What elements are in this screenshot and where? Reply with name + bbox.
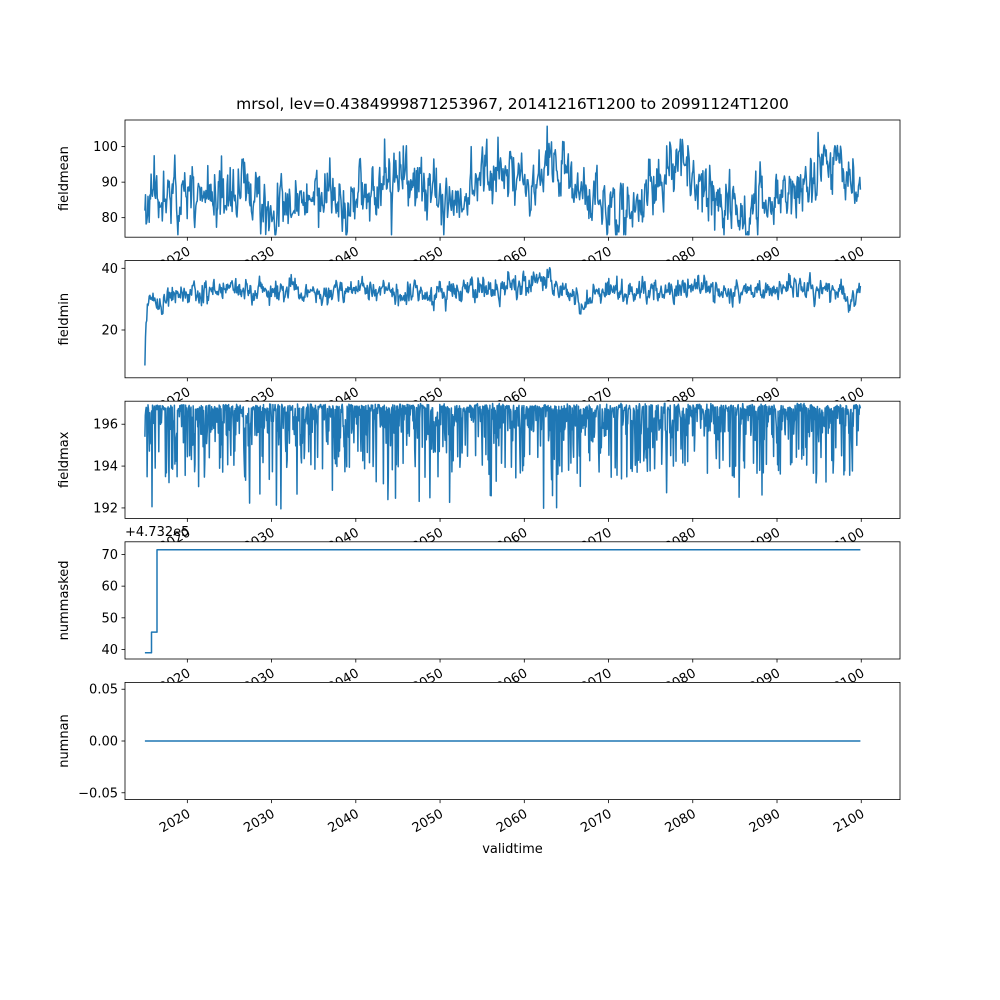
y-tick-label: 100 xyxy=(93,140,118,155)
series-line-fieldmax xyxy=(144,402,862,510)
y-tick-label: 90 xyxy=(101,176,118,191)
axes-frame xyxy=(124,541,901,660)
y-tick-label: 194 xyxy=(93,460,118,475)
y-tick-label: 80 xyxy=(101,211,118,226)
y-tick-label: 20 xyxy=(101,323,118,338)
y-axis-title: fieldmean xyxy=(57,146,72,211)
x-tick-label: 2080 xyxy=(663,807,699,837)
x-tick-label: 2050 xyxy=(410,807,446,837)
y-axis-title: nummasked xyxy=(57,560,72,640)
x-tick-label: 2090 xyxy=(747,807,783,837)
y-tick-label: 70 xyxy=(101,548,118,563)
x-axis-label: validtime xyxy=(482,842,543,857)
x-tick-label: 2020 xyxy=(157,807,193,837)
y-tick-label: 192 xyxy=(93,501,118,516)
x-tick-label: 2030 xyxy=(241,807,277,837)
y-tick-label: −0.05 xyxy=(78,786,118,801)
y-tick-label: 196 xyxy=(93,418,118,433)
y-tick-label: 40 xyxy=(101,262,118,277)
series-line-fieldmin xyxy=(144,266,862,366)
axes-frame xyxy=(124,119,901,238)
x-tick-label: 2070 xyxy=(578,807,614,837)
chart-title: mrsol, lev=0.4384999871253967, 20141216T… xyxy=(236,95,789,113)
series-line-nummasked xyxy=(144,548,861,654)
y-axis-title: numnan xyxy=(57,714,72,768)
y-tick-label: 0.05 xyxy=(89,683,118,698)
x-tick-label: 2100 xyxy=(831,807,867,837)
axes-frame xyxy=(124,260,901,379)
series-line-fieldmean xyxy=(144,125,862,236)
x-tick-label: 2060 xyxy=(494,807,530,837)
y-offset-text: +4.732e5 xyxy=(125,525,189,540)
y-axis-title: fieldmax xyxy=(57,431,72,488)
y-tick-label: 50 xyxy=(101,611,118,626)
y-axis-title: fieldmin xyxy=(57,293,72,346)
y-tick-label: 0.00 xyxy=(89,735,118,750)
y-tick-label: 60 xyxy=(101,580,118,595)
axes-frame xyxy=(124,400,901,519)
y-tick-label: 40 xyxy=(101,643,118,658)
x-tick-label: 2040 xyxy=(326,807,362,837)
axes-background xyxy=(125,541,900,659)
